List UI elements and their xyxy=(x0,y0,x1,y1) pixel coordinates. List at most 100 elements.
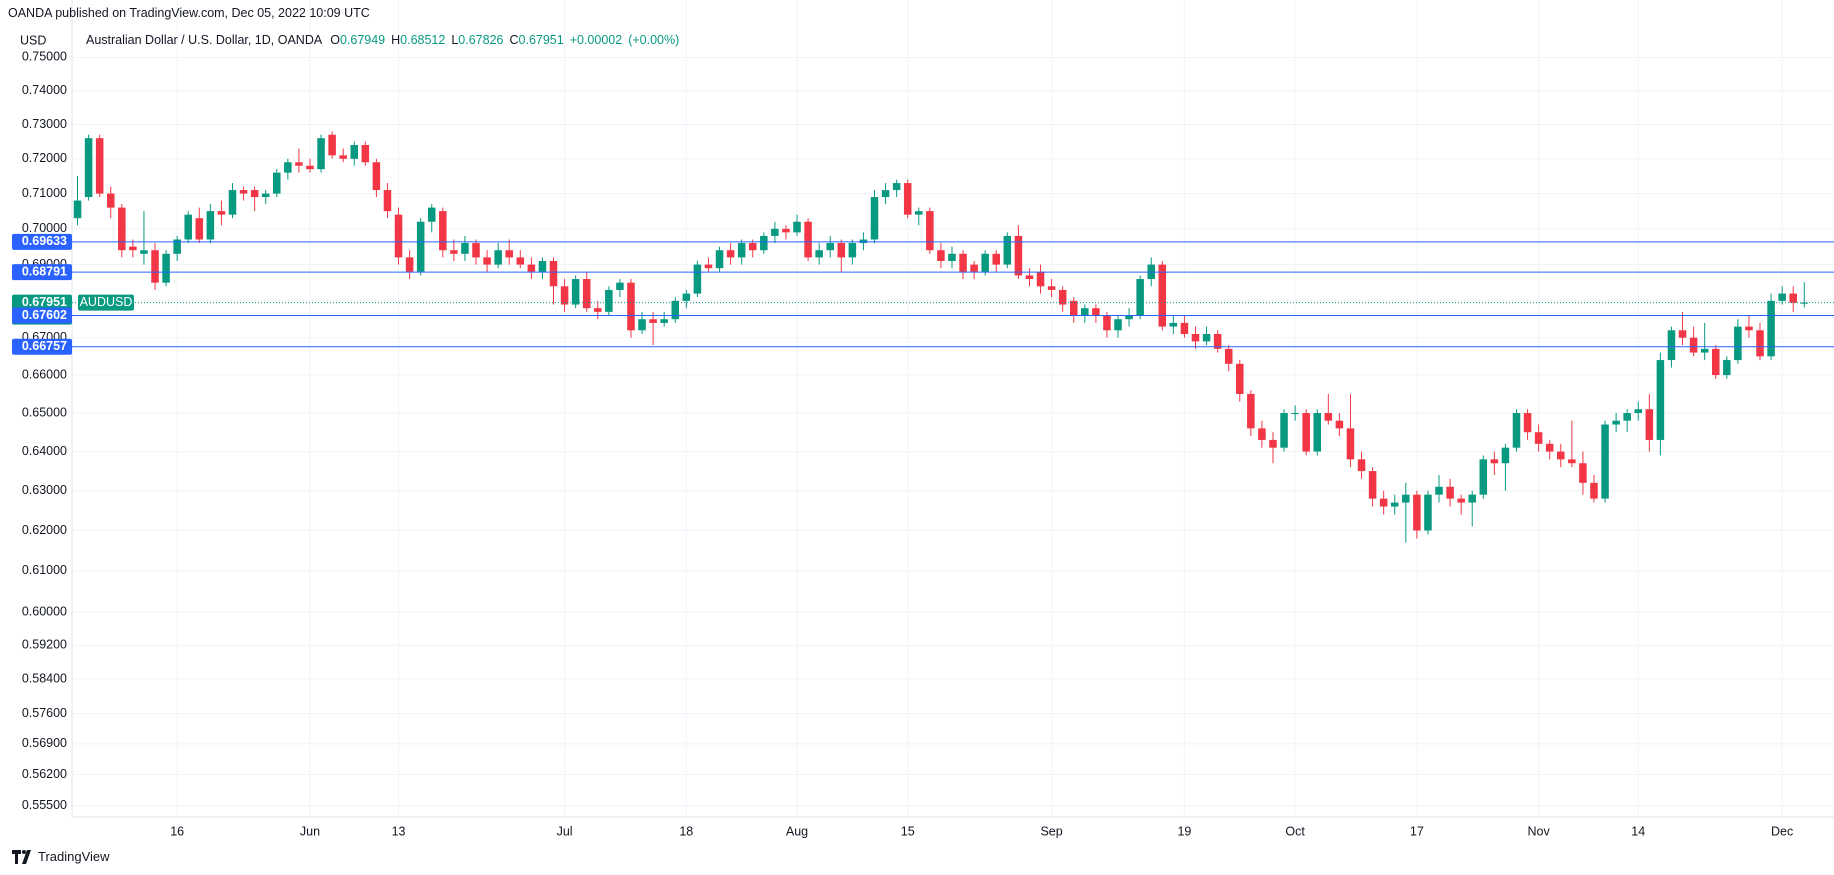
candle-body xyxy=(129,246,137,251)
candle-body xyxy=(959,253,967,272)
candle-body xyxy=(660,319,668,323)
candle-body xyxy=(1402,494,1410,503)
legend-value: 0.67949 xyxy=(339,33,386,47)
candle-body xyxy=(405,257,414,272)
candle-body xyxy=(837,243,846,258)
candle-body xyxy=(948,253,956,261)
x-tick-label: Sep xyxy=(1040,824,1062,838)
candle-body xyxy=(195,218,204,240)
legend-value: 0.67951 xyxy=(518,33,564,47)
legend-value: (+0.00%) xyxy=(628,33,680,47)
candle-body xyxy=(1634,409,1643,414)
candle-body xyxy=(1512,413,1521,448)
candle-body xyxy=(1114,319,1122,331)
candle-body xyxy=(73,200,82,219)
y-tick-label: 0.75000 xyxy=(22,50,67,64)
candle-body xyxy=(538,260,547,272)
candle-body xyxy=(782,228,790,233)
candle-body xyxy=(483,257,491,265)
y-tick-label: 0.66000 xyxy=(22,367,67,381)
candle-body xyxy=(1236,363,1244,394)
candle-body xyxy=(1335,420,1344,429)
y-tick-label: 0.64000 xyxy=(22,444,67,458)
candle-body xyxy=(1579,463,1587,483)
candle-body xyxy=(1158,264,1167,327)
y-tick-label: 0.72000 xyxy=(22,151,67,165)
x-tick-label: 19 xyxy=(1177,824,1191,838)
candle-body xyxy=(1723,360,1731,376)
candle-body xyxy=(560,286,569,305)
horizontal-line-label: 0.69633 xyxy=(22,234,67,248)
candle-body xyxy=(1623,413,1631,421)
candle-body xyxy=(295,162,303,166)
symbol-box xyxy=(78,294,134,311)
candle-body xyxy=(1224,348,1233,364)
y-tick-label: 0.71000 xyxy=(22,186,67,200)
header: OANDA published on TradingView.com, Dec … xyxy=(8,6,370,20)
candle-body xyxy=(616,282,624,290)
candle-body xyxy=(1003,235,1012,265)
candle-body xyxy=(439,211,447,251)
candle-body xyxy=(1125,315,1133,320)
candle-body xyxy=(1734,326,1742,361)
candle-body xyxy=(793,221,801,233)
x-tick-label: Aug xyxy=(786,824,808,838)
candle-body xyxy=(627,282,635,331)
horizontal-line-label: 0.68791 xyxy=(22,264,67,278)
symbol-title: Australian Dollar / U.S. Dollar, 1D, OAN… xyxy=(86,33,323,47)
x-tick-label: 17 xyxy=(1410,824,1424,838)
candle-body xyxy=(671,300,680,320)
candle-body xyxy=(1523,413,1532,433)
candle-body xyxy=(1081,308,1089,316)
candle-body xyxy=(1534,432,1543,444)
candle-body xyxy=(317,138,325,170)
candle-body xyxy=(162,253,170,283)
candle-body xyxy=(1069,300,1078,316)
candle-body xyxy=(682,293,691,301)
candle-body xyxy=(594,308,602,312)
candle-body xyxy=(1379,498,1388,507)
candle-body xyxy=(173,239,181,254)
candle-body xyxy=(605,289,613,312)
y-tick-label: 0.70000 xyxy=(22,221,67,235)
candle-body xyxy=(372,162,381,191)
candle-body xyxy=(306,165,314,170)
y-tick-label: 0.62000 xyxy=(22,523,67,537)
candle-body xyxy=(1568,459,1576,464)
candle-body xyxy=(1014,235,1023,276)
candle-body xyxy=(1479,459,1488,495)
horizontal-line-label: 0.66757 xyxy=(22,339,67,353)
y-tick-label: 0.65000 xyxy=(22,405,67,419)
candle-body xyxy=(1302,413,1310,452)
candle-body xyxy=(527,264,536,272)
legend: Australian Dollar / U.S. Dollar, 1D, OAN… xyxy=(86,33,685,47)
candle-body xyxy=(1258,428,1266,440)
legend-value: +0.00002 xyxy=(569,33,623,47)
y-tick-label: 0.59200 xyxy=(22,638,67,652)
candle-body xyxy=(1313,413,1322,452)
candle-body xyxy=(915,211,923,215)
candle-body xyxy=(1612,420,1620,425)
candle-body xyxy=(1346,428,1355,460)
candle-body xyxy=(1169,322,1178,327)
candle-body xyxy=(1756,330,1764,357)
candle-body xyxy=(239,190,248,194)
candle-body xyxy=(1778,293,1786,301)
candle-body xyxy=(881,190,890,198)
currency-label: USD xyxy=(20,33,46,47)
candle-body xyxy=(228,190,237,215)
candle-body xyxy=(937,250,945,261)
legend-key: C xyxy=(509,33,519,47)
candle-body xyxy=(350,145,359,159)
candle-body xyxy=(273,172,281,194)
candle-body xyxy=(571,279,580,305)
y-tick-label: 0.63000 xyxy=(22,483,67,497)
candle-body xyxy=(582,279,591,309)
candle-body xyxy=(383,190,392,212)
candle-body xyxy=(1202,333,1211,342)
candle-body xyxy=(981,253,989,272)
candle-body xyxy=(472,243,480,258)
candle-body xyxy=(649,319,657,323)
candle-body xyxy=(1435,486,1443,495)
